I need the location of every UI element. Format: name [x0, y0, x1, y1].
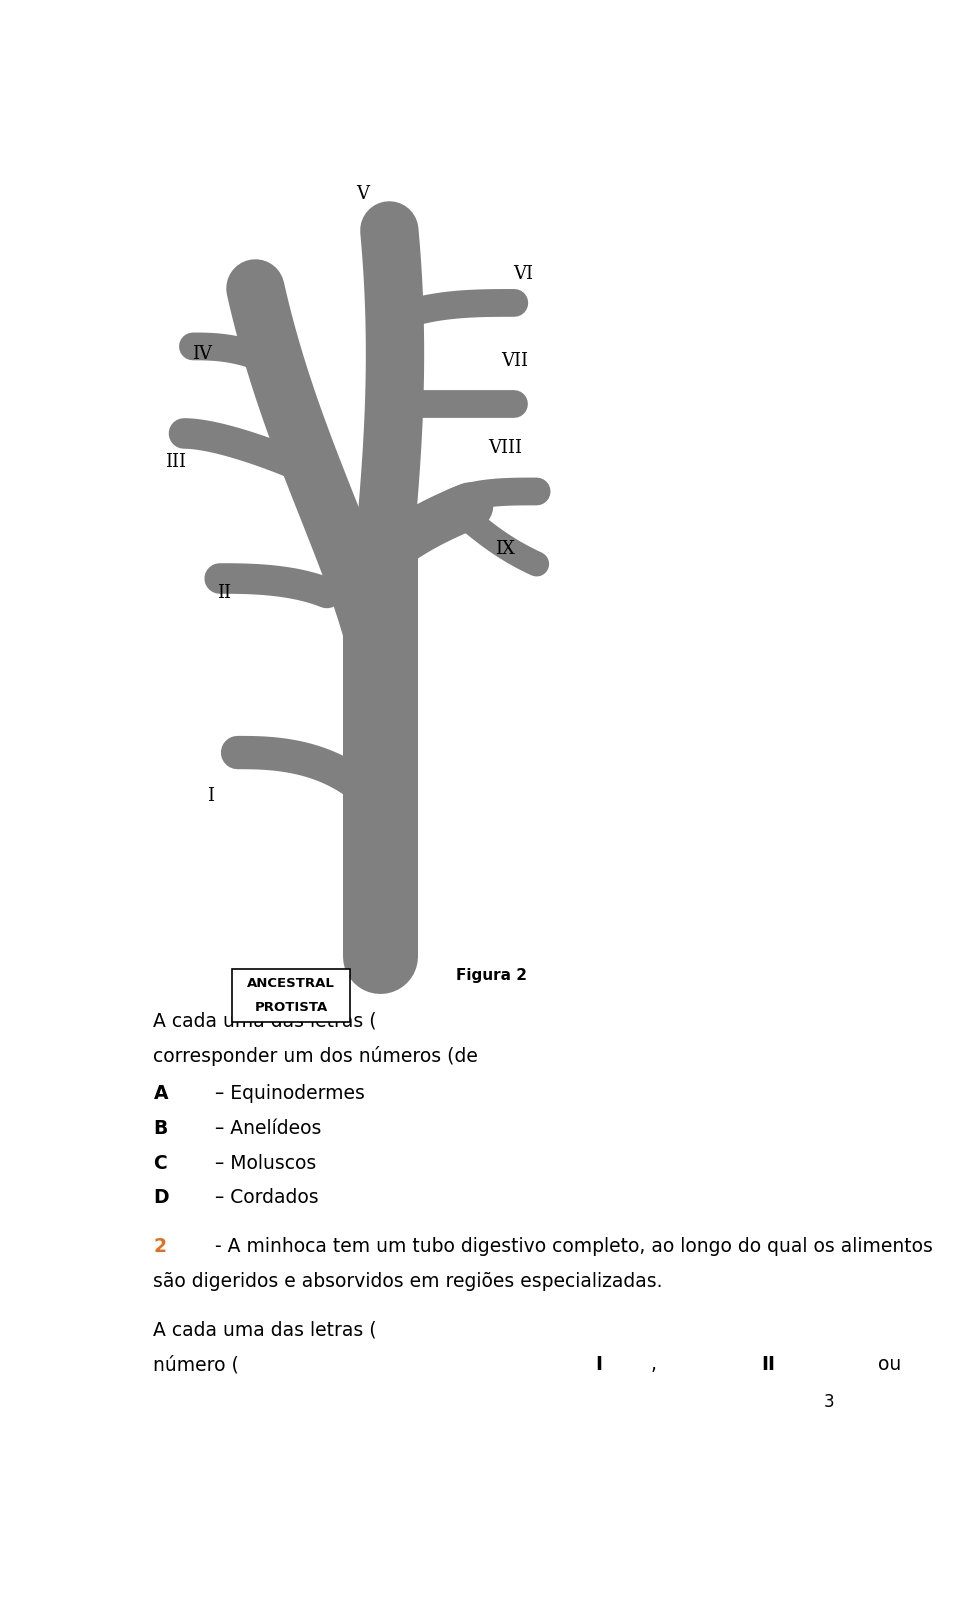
Text: ANCESTRAL: ANCESTRAL — [247, 977, 335, 990]
Text: A cada uma das letras (: A cada uma das letras ( — [154, 1320, 377, 1340]
Text: IV: IV — [192, 345, 212, 362]
Text: número (: número ( — [154, 1356, 239, 1373]
Text: – Anelídeos: – Anelídeos — [208, 1119, 321, 1138]
Text: - A minhoca tem um tubo digestivo completo, ao longo do qual os alimentos: - A minhoca tem um tubo digestivo comple… — [208, 1236, 932, 1256]
Text: V: V — [356, 185, 369, 203]
Text: 2: 2 — [154, 1236, 166, 1256]
Text: C: C — [154, 1154, 167, 1172]
Text: Figura 2: Figura 2 — [457, 968, 527, 984]
Text: I: I — [207, 787, 214, 805]
FancyBboxPatch shape — [232, 969, 350, 1021]
Text: A cada uma das letras (: A cada uma das letras ( — [154, 1011, 377, 1030]
Text: II: II — [761, 1356, 775, 1373]
Text: A: A — [154, 1084, 168, 1103]
Text: – Moluscos: – Moluscos — [208, 1154, 316, 1172]
Text: – Equinodermes: – Equinodermes — [208, 1084, 365, 1103]
Text: ,: , — [651, 1356, 662, 1373]
Text: D: D — [154, 1188, 169, 1208]
Text: VII: VII — [501, 353, 528, 370]
Text: IX: IX — [495, 541, 516, 559]
Text: 3: 3 — [824, 1393, 834, 1410]
Text: são digeridos e absorvidos em regiões especializadas.: são digeridos e absorvidos em regiões es… — [154, 1272, 663, 1291]
Text: VIII: VIII — [489, 440, 522, 457]
Text: B: B — [154, 1119, 168, 1138]
Text: PROTISTA: PROTISTA — [254, 1001, 327, 1014]
Text: I: I — [595, 1356, 603, 1373]
Text: ou: ou — [872, 1356, 907, 1373]
Text: III: III — [164, 454, 185, 472]
Text: corresponder um dos números (de: corresponder um dos números (de — [154, 1046, 485, 1066]
Text: VI: VI — [514, 266, 533, 283]
Text: II: II — [217, 584, 231, 602]
Text: – Cordados: – Cordados — [208, 1188, 319, 1208]
